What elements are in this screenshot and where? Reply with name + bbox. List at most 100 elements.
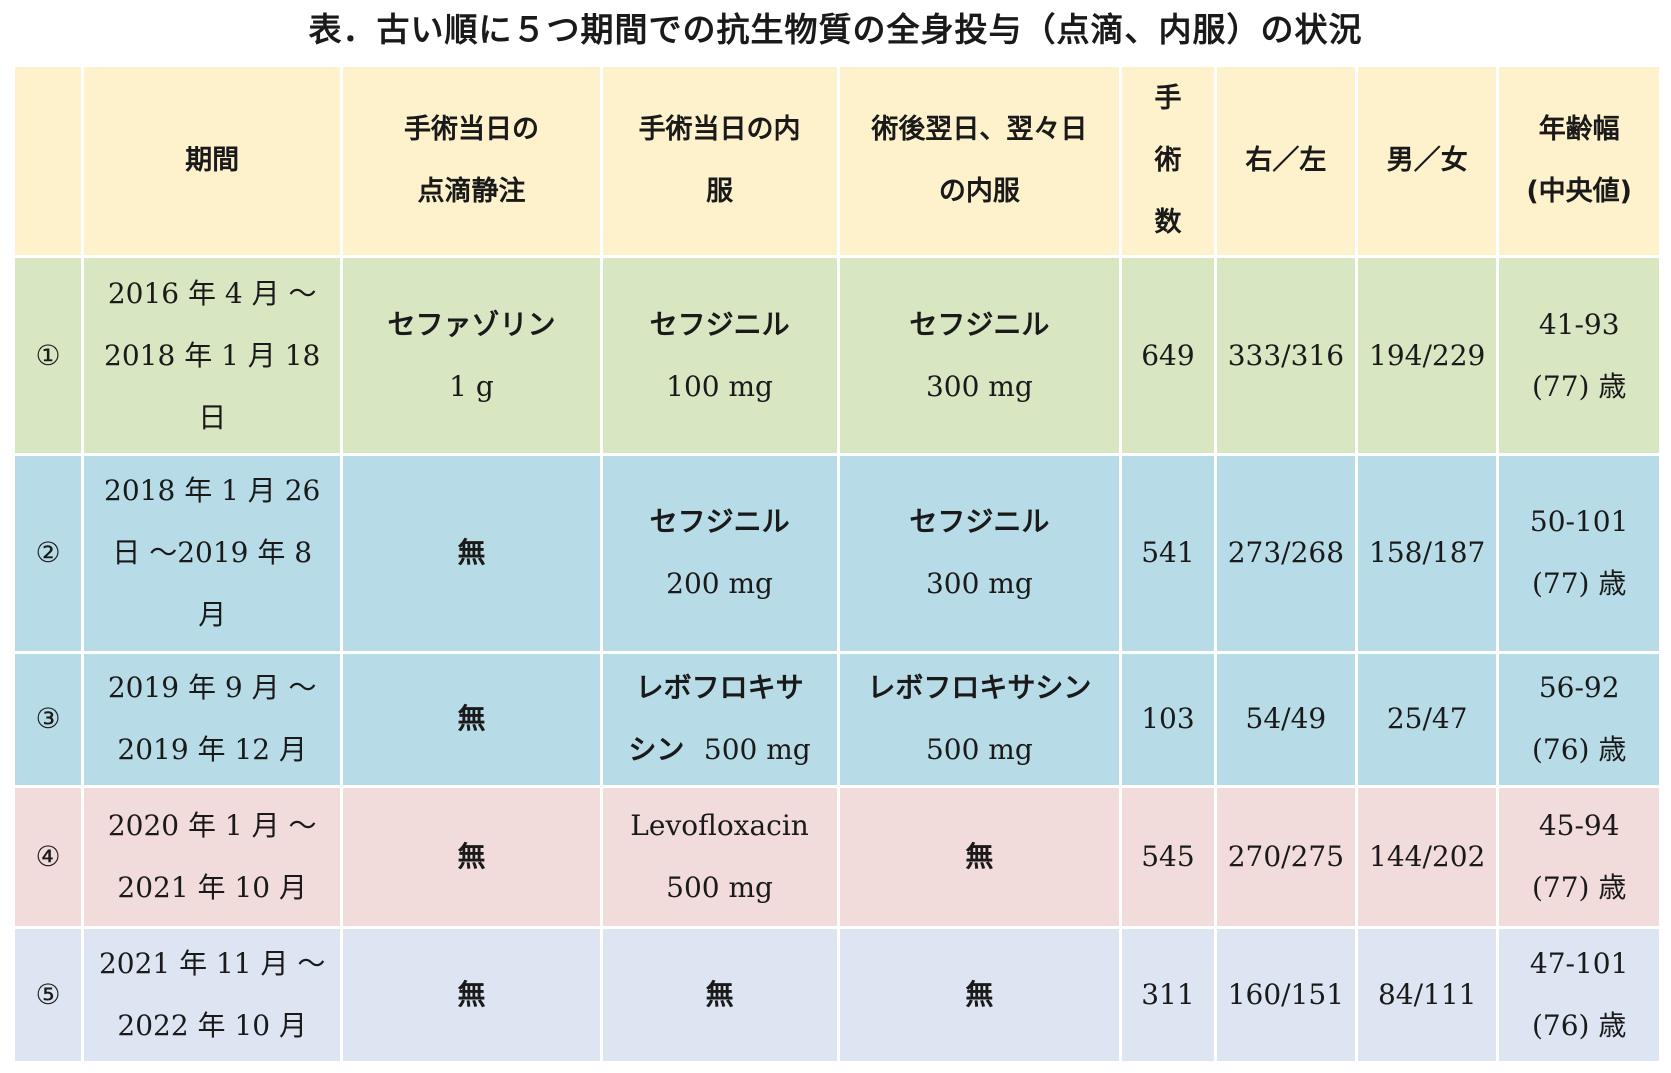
header-oral-post: 術後翌日、翌々日 の内服 (836, 63, 1123, 259)
table-row: ⑤ 2021 年 11 月 〜 2022 年 10 月 無 無 無 311 16… (11, 926, 1662, 1064)
row-period: 2016 年 4 月 〜 2018 年 1 月 18 日 (81, 255, 344, 457)
row-surgeries: 311 (1119, 926, 1217, 1064)
header-right-left: 右／左 (1213, 63, 1359, 259)
age-range: 45-94 (1538, 809, 1620, 843)
row-oral-day: レボフロキサ シン 500 mg (599, 650, 840, 789)
drug-name: セフジニル (909, 505, 1050, 539)
row-male-female: 158/187 (1355, 453, 1500, 654)
row-male-female: 25/47 (1355, 650, 1500, 789)
period-line: 月 (198, 598, 227, 632)
row-surgeries: 103 (1119, 650, 1217, 789)
row-index: ② (11, 453, 85, 654)
header-surgeries: 手 術 数 (1119, 63, 1217, 259)
row-oral-post: セフジニル 300 mg (836, 255, 1123, 457)
row-iv: 無 (340, 785, 603, 930)
row-surgeries: 545 (1119, 785, 1217, 930)
drug-dose: 200 mg (666, 567, 773, 601)
age-median: (77) 歳 (1531, 567, 1627, 601)
row-age: 47-101 (76) 歳 (1496, 926, 1662, 1064)
drug-dose: 300 mg (925, 369, 1033, 403)
header-surgeries-line3: 数 (1154, 207, 1182, 239)
row-age: 41-93 (77) 歳 (1496, 255, 1662, 457)
drug-dose: 500 mg (703, 733, 811, 767)
age-median: (77) 歳 (1531, 369, 1627, 403)
drug-name-cont: シン 500 mg (607, 719, 833, 781)
row-male-female: 194/229 (1355, 255, 1500, 457)
table-row: ① 2016 年 4 月 〜 2018 年 1 月 18 日 セファゾリン 1 … (11, 255, 1662, 457)
row-index: ④ (11, 785, 85, 930)
row-male-female: 144/202 (1355, 785, 1500, 930)
row-oral-post: 無 (836, 926, 1123, 1064)
row-iv: 無 (340, 650, 603, 789)
drug-name: セファゾリン (387, 307, 556, 341)
header-oral-day-line1: 手術当日の内 (638, 114, 801, 146)
age-median: (77) 歳 (1531, 871, 1627, 905)
drug-name: レボフロキサシン (867, 671, 1092, 705)
row-oral-day: 無 (599, 926, 840, 1064)
header-age: 年齢幅 (中央値) (1496, 63, 1662, 259)
drug-dose: 100 mg (666, 369, 773, 403)
period-line: 日 (198, 400, 227, 434)
row-oral-day: セフジニル 100 mg (599, 255, 840, 457)
period-line: 2021 年 10 月 (117, 871, 307, 905)
row-male-female: 84/111 (1355, 926, 1500, 1064)
header-age-line2: (中央値) (1526, 176, 1633, 208)
table-row: ② 2018 年 1 月 26 日 〜2019 年 8 月 無 セフジニル 20… (11, 453, 1662, 654)
row-right-left: 160/151 (1213, 926, 1359, 1064)
row-oral-post: 無 (836, 785, 1123, 930)
row-age: 56-92 (76) 歳 (1496, 650, 1662, 789)
row-oral-post: レボフロキサシン 500 mg (836, 650, 1123, 789)
row-index: ① (11, 255, 85, 457)
table-row: ④ 2020 年 1 月 〜 2021 年 10 月 無 Levofloxaci… (11, 785, 1662, 930)
antibiotic-schedule-table: 期間 手術当日の 点滴静注 手術当日の内 服 術後翌日、翌々日 の内服 手 術 … (11, 63, 1662, 1064)
drug-name: セフジニル (909, 307, 1050, 341)
row-iv: セファゾリン 1 g (340, 255, 603, 457)
row-age: 50-101 (77) 歳 (1496, 453, 1662, 654)
drug-name: セフジニル (649, 307, 790, 341)
header-period: 期間 (81, 63, 344, 259)
row-iv: 無 (340, 926, 603, 1064)
row-age: 45-94 (77) 歳 (1496, 785, 1662, 930)
period-line: 2022 年 10 月 (117, 1009, 307, 1043)
period-line: 2020 年 1 月 〜 (107, 809, 317, 843)
row-right-left: 273/268 (1213, 453, 1359, 654)
row-period: 2021 年 11 月 〜 2022 年 10 月 (81, 926, 344, 1064)
table-title: 表．古い順に５つ期間での抗生物質の全身投与（点滴、内服）の状況 (308, 10, 1363, 49)
header-oral-post-line1: 術後翌日、翌々日 (871, 114, 1088, 146)
row-right-left: 54/49 (1213, 650, 1359, 789)
row-oral-day: Levofloxacin 500 mg (599, 785, 840, 930)
header-iv-day: 手術当日の 点滴静注 (340, 63, 603, 259)
period-line: 2018 年 1 月 26 (104, 474, 321, 508)
drug-name: レボフロキサ (635, 671, 804, 705)
drug-dose: 500 mg (925, 733, 1033, 767)
age-median: (76) 歳 (1531, 733, 1627, 767)
row-period: 2018 年 1 月 26 日 〜2019 年 8 月 (81, 453, 344, 654)
header-oral-day-line2: 服 (706, 176, 734, 208)
row-right-left: 333/316 (1213, 255, 1359, 457)
row-oral-post: セフジニル 300 mg (836, 453, 1123, 654)
drug-name-tail: シン (628, 733, 685, 767)
age-range: 50-101 (1529, 505, 1629, 539)
period-line: 2021 年 11 月 〜 (98, 947, 326, 981)
period-line: 2018 年 1 月 18 (104, 338, 321, 372)
row-surgeries: 649 (1119, 255, 1217, 457)
header-surgeries-line2: 術 (1154, 145, 1182, 177)
row-index: ③ (11, 650, 85, 789)
drug-name: Levofloxacin (630, 809, 809, 843)
row-period: 2020 年 1 月 〜 2021 年 10 月 (81, 785, 344, 930)
period-line: 2016 年 4 月 〜 (107, 276, 317, 310)
header-row: 期間 手術当日の 点滴静注 手術当日の内 服 術後翌日、翌々日 の内服 手 術 … (11, 63, 1662, 259)
row-oral-day: セフジニル 200 mg (599, 453, 840, 654)
drug-name: セフジニル (649, 505, 790, 539)
row-right-left: 270/275 (1213, 785, 1359, 930)
drug-dose: 300 mg (925, 567, 1033, 601)
drug-dose: 500 mg (666, 871, 773, 905)
header-oral-day: 手術当日の内 服 (599, 63, 840, 259)
header-oral-post-line2: の内服 (938, 176, 1020, 208)
row-surgeries: 541 (1119, 453, 1217, 654)
header-age-line1: 年齢幅 (1538, 114, 1620, 146)
age-range: 47-101 (1529, 947, 1629, 981)
period-line: 2019 年 12 月 (117, 733, 307, 767)
header-index (11, 63, 85, 259)
header-male-female: 男／女 (1355, 63, 1500, 259)
